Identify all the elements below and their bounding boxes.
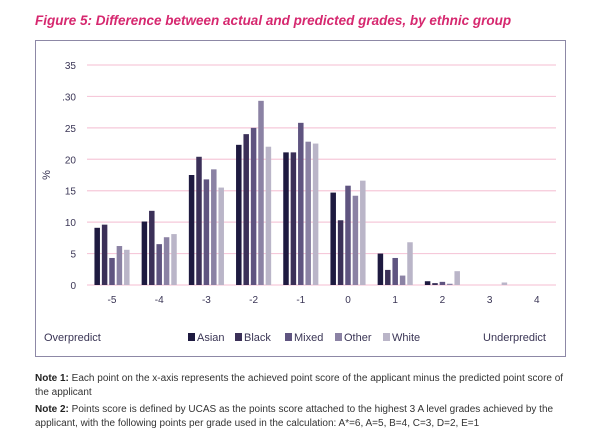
- legend-swatch-other: [335, 333, 342, 341]
- figure-title: Figure 5: Difference between actual and …: [35, 13, 512, 28]
- bar-black--5: [101, 224, 108, 285]
- bar-asian--4: [141, 221, 148, 285]
- note-2: Note 2: Points score is defined by UCAS …: [35, 403, 575, 431]
- x-tick-label: 1: [392, 295, 398, 306]
- note-2-label: Note 2:: [35, 404, 69, 415]
- bar-black-1: [385, 269, 391, 285]
- bar-black--1: [290, 152, 297, 285]
- bar-mixed--4: [156, 244, 162, 285]
- legend-swatch-black: [235, 333, 242, 341]
- x-tick-label: 3: [487, 295, 493, 306]
- bar-other-1: [399, 275, 406, 285]
- bar-mixed--3: [203, 179, 210, 285]
- bar-other-0: [352, 195, 359, 285]
- y-tick-label: .30: [62, 92, 76, 103]
- bar-mixed--5: [109, 257, 115, 285]
- bar-black--4: [149, 210, 155, 285]
- bar-white--4: [171, 234, 177, 285]
- annotation-overpredict: Overpredict: [44, 332, 101, 344]
- bar-asian--2: [236, 144, 242, 285]
- bar-asian-1: [377, 253, 384, 285]
- chart-frame: [35, 40, 566, 357]
- x-tick-label: -5: [108, 295, 117, 306]
- bar-black-0: [337, 220, 344, 285]
- bar-white-3: [501, 282, 508, 285]
- bar-asian--1: [283, 152, 289, 285]
- bar-white--5: [124, 249, 130, 285]
- y-axis-label: %: [41, 170, 53, 180]
- bar-other--3: [211, 169, 217, 285]
- note-1: Note 1: Each point on the x-axis represe…: [35, 372, 575, 400]
- bar-black--2: [243, 134, 249, 285]
- annotation-underpredict: Underpredict: [483, 332, 546, 344]
- bar-white--1: [312, 143, 319, 285]
- x-tick-label: 0: [345, 295, 351, 306]
- x-tick-label: -1: [296, 295, 305, 306]
- note-2-text: Points score is defined by UCAS as the p…: [35, 404, 554, 429]
- bar-mixed--2: [250, 127, 257, 285]
- bar-mixed-0: [345, 185, 351, 285]
- x-tick-label: -2: [249, 295, 258, 306]
- x-tick-label: -4: [155, 295, 164, 306]
- bar-white-0: [360, 180, 366, 285]
- legend-swatch-asian: [188, 333, 195, 341]
- bar-white-1: [407, 242, 413, 285]
- x-tick-label: 4: [534, 295, 540, 306]
- bar-white-2: [454, 271, 460, 285]
- legend-swatch-white: [383, 333, 390, 341]
- legend-label-mixed: Mixed: [294, 332, 323, 344]
- legend-label-asian: Asian: [197, 332, 225, 344]
- y-tick-label: 35: [65, 61, 77, 72]
- bar-mixed--1: [298, 122, 304, 285]
- bar-other--5: [116, 246, 123, 285]
- y-tick-label: 5: [70, 250, 76, 261]
- bar-other--4: [163, 237, 170, 285]
- bar-asian-2: [424, 281, 431, 285]
- legend-label-other: Other: [344, 332, 372, 344]
- bar-black-2: [432, 283, 438, 285]
- bar-asian-0: [330, 192, 336, 285]
- bar-other--1: [305, 141, 311, 285]
- bar-black--3: [196, 156, 202, 285]
- y-tick-label: 10: [65, 218, 77, 229]
- bar-white--2: [265, 146, 272, 285]
- bar-mixed-2: [439, 281, 446, 285]
- bar-other--2: [258, 100, 264, 285]
- y-tick-label: 25: [65, 124, 77, 135]
- legend-label-black: Black: [244, 332, 271, 344]
- legend-label-white: White: [392, 332, 420, 344]
- note-1-label: Note 1:: [35, 373, 69, 384]
- x-tick-label: 2: [440, 295, 446, 306]
- x-tick-label: -3: [202, 295, 211, 306]
- bar-asian--5: [94, 227, 100, 285]
- note-1-text: Each point on the x-axis represents the …: [35, 373, 564, 398]
- y-tick-label: 20: [65, 155, 77, 166]
- legend-swatch-mixed: [285, 333, 292, 341]
- y-tick-label: 0: [70, 281, 76, 292]
- y-tick-label: 15: [65, 187, 77, 198]
- bar-asian--3: [188, 175, 195, 285]
- bar-white--3: [218, 187, 224, 285]
- bar-mixed-1: [392, 257, 398, 285]
- bar-other-2: [447, 283, 453, 285]
